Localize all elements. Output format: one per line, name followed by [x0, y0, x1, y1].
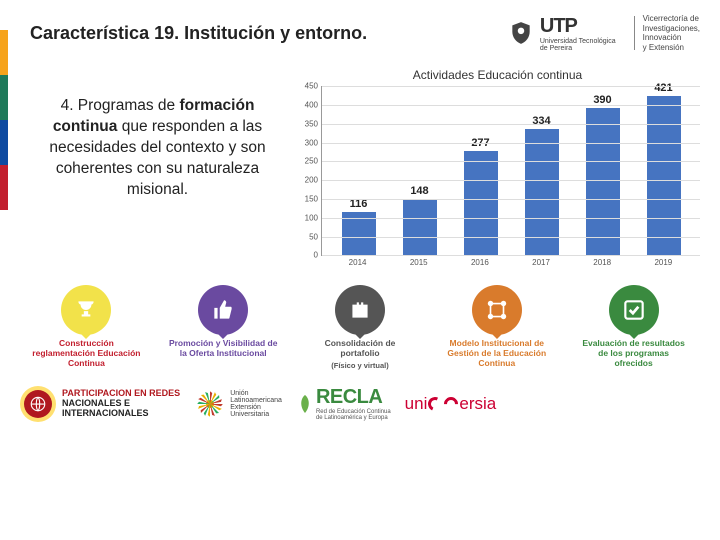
ytick: 450	[298, 82, 318, 91]
info-card: Construcción reglamentación Educación Co…	[20, 285, 153, 370]
ytick: 150	[298, 195, 318, 204]
info-card: Evaluación de resultados de los programa…	[567, 285, 700, 370]
universia-pre: uni	[405, 394, 428, 414]
info-card: Modelo Institucional de Gestión de la Ed…	[430, 285, 563, 370]
ytick: 300	[298, 138, 318, 147]
bar-col: 421	[644, 82, 684, 255]
universia-logo: uni ersia	[405, 394, 497, 414]
ytick: 0	[298, 251, 318, 260]
badge-line-3: INTERNACIONALES	[62, 409, 180, 419]
flow-icon	[472, 285, 522, 335]
ytick: 100	[298, 213, 318, 222]
info-card: Promoción y Visibilidad de la Oferta Ins…	[157, 285, 290, 370]
chart-title: Actividades Educación continua	[295, 68, 700, 82]
bar	[647, 96, 681, 255]
ulaeu-text: Unión Latinoamericana Extensión Universi…	[230, 390, 282, 418]
ytick: 250	[298, 157, 318, 166]
sun-icon	[194, 388, 226, 420]
bar-value: 148	[410, 185, 428, 197]
xlabel: 2017	[521, 258, 561, 267]
bar-col: 116	[339, 198, 379, 256]
chart-plot: 116148277334390421 050100150200250300350…	[321, 86, 700, 256]
universia-glyph-1	[426, 395, 444, 413]
bar-col: 334	[522, 115, 562, 255]
universia-glyph-2	[441, 394, 461, 414]
accent-bar	[0, 30, 8, 210]
trophy-icon	[61, 285, 111, 335]
xlabel: 2015	[399, 258, 439, 267]
globe-icon	[20, 386, 56, 422]
header-divider	[634, 16, 635, 50]
briefcase-icon	[335, 285, 385, 335]
xlabel: 2016	[460, 258, 500, 267]
bar	[464, 151, 498, 256]
universia-post: ersia	[459, 394, 496, 414]
xlabel: 2018	[582, 258, 622, 267]
ulaeu-logo: Unión Latinoamericana Extensión Universi…	[194, 388, 282, 420]
ytick: 350	[298, 119, 318, 128]
chart-section: 4. Programas de formación continua que r…	[0, 58, 720, 271]
chart-bars: 116148277334390421	[322, 86, 700, 255]
xlabel: 2019	[643, 258, 683, 267]
bar	[586, 108, 620, 255]
ytick: 200	[298, 176, 318, 185]
bar-chart: Actividades Educación continua 116148277…	[295, 68, 700, 267]
leaf-icon	[296, 393, 314, 415]
xlabel: 2014	[338, 258, 378, 267]
utp-subtitle: Universidad Tecnológica de Pereira	[540, 38, 616, 52]
header: Característica 19. Institución y entorno…	[0, 0, 720, 58]
recla-mark: RECLA	[316, 386, 391, 409]
page-title: Característica 19. Institución y entorno…	[30, 23, 508, 44]
info-sublabel: (Físico y virtual)	[331, 361, 389, 370]
ytick: 50	[298, 232, 318, 241]
bar-value: 334	[532, 115, 550, 127]
partners-row: PARTICIPACION EN REDES NACIONALES E INTE…	[0, 378, 720, 430]
info-card: Consolidación de portafolio(Físico y vir…	[294, 285, 427, 370]
description-text: 4. Programas de formación continua que r…	[30, 68, 285, 267]
ytick: 400	[298, 101, 318, 110]
vicerrectoria-text: Vicerrectoría de Investigaciones, Innova…	[643, 14, 700, 52]
participation-badge: PARTICIPACION EN REDES NACIONALES E INTE…	[20, 386, 180, 422]
chart-xaxis: 2014 2015 2016 2017 2018 2019	[321, 256, 700, 267]
participation-text: PARTICIPACION EN REDES NACIONALES E INTE…	[62, 389, 180, 419]
thumb-icon	[198, 285, 248, 335]
recla-logo: RECLA Red de Educación Continua de Latin…	[296, 386, 391, 421]
check-icon	[609, 285, 659, 335]
recla-sub: Red de Educación Continua de Latinoaméri…	[316, 409, 391, 421]
bar-col: 390	[583, 94, 623, 255]
bar-value: 421	[654, 82, 672, 94]
utp-logo: UTP Universidad Tecnológica de Pereira	[508, 15, 616, 52]
bar-col: 148	[400, 185, 440, 255]
utp-mark: UTP	[540, 15, 616, 38]
info-cards-row: Construcción reglamentación Educación Co…	[0, 271, 720, 378]
shield-icon	[508, 20, 534, 46]
bar	[403, 199, 437, 255]
